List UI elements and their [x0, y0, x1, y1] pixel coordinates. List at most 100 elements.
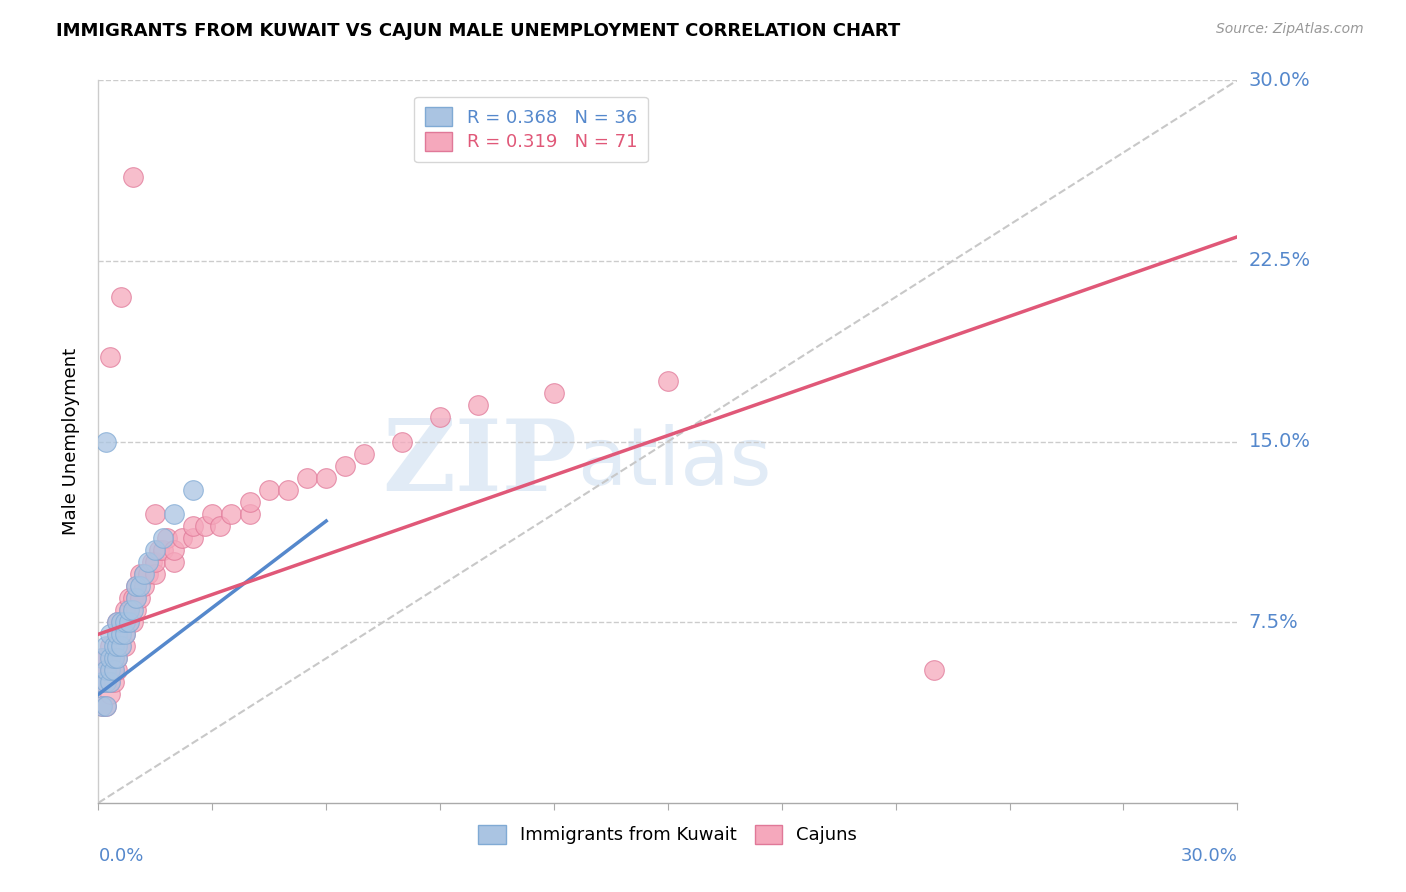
Point: [94, 664, 117, 678]
Text: 0.0%: 0.0%: [98, 847, 143, 865]
Point: [94, 651, 117, 665]
Point: [201, 507, 224, 521]
Text: Source: ZipAtlas.com: Source: ZipAtlas.com: [1216, 22, 1364, 37]
Point: [110, 639, 132, 653]
Point: [103, 651, 125, 665]
Point: [132, 567, 155, 582]
Text: atlas: atlas: [576, 425, 770, 502]
Point: [132, 579, 155, 593]
Point: [125, 591, 148, 605]
Point: [136, 567, 159, 582]
Point: [121, 615, 143, 630]
Text: IMMIGRANTS FROM KUWAIT VS CAJUN MALE UNEMPLOYMENT CORRELATION CHART: IMMIGRANTS FROM KUWAIT VS CAJUN MALE UNE…: [56, 22, 900, 40]
Point: [353, 446, 375, 460]
Point: [94, 699, 117, 714]
Point: [543, 386, 565, 401]
Point: [657, 374, 679, 388]
Point: [148, 542, 170, 557]
Point: [145, 555, 167, 569]
Point: [391, 434, 413, 449]
Point: [107, 639, 129, 653]
Point: [110, 290, 132, 304]
Point: [107, 627, 129, 641]
Point: [183, 518, 205, 533]
Point: [107, 615, 129, 630]
Point: [107, 627, 129, 641]
Point: [121, 591, 143, 605]
Point: [98, 675, 121, 690]
Point: [110, 639, 132, 653]
Point: [110, 615, 132, 630]
Point: [91, 651, 114, 665]
Point: [315, 470, 337, 484]
Point: [107, 664, 129, 678]
Legend: Immigrants from Kuwait, Cajuns: Immigrants from Kuwait, Cajuns: [471, 818, 865, 852]
Point: [98, 651, 121, 665]
Point: [98, 350, 121, 364]
Point: [110, 627, 132, 641]
Point: [125, 591, 148, 605]
Point: [98, 639, 121, 653]
Point: [208, 518, 231, 533]
Point: [98, 664, 121, 678]
Point: [98, 675, 121, 690]
Point: [163, 555, 186, 569]
Point: [922, 664, 945, 678]
Point: [118, 615, 141, 630]
Point: [152, 531, 174, 545]
Point: [107, 651, 129, 665]
Point: [145, 507, 167, 521]
Point: [132, 567, 155, 582]
Point: [98, 687, 121, 701]
Point: [221, 507, 243, 521]
Y-axis label: Male Unemployment: Male Unemployment: [62, 348, 80, 535]
Point: [194, 518, 217, 533]
Point: [125, 579, 148, 593]
Text: ZIP: ZIP: [382, 415, 576, 512]
Point: [103, 675, 125, 690]
Text: 15.0%: 15.0%: [1249, 432, 1310, 451]
Point: [156, 531, 179, 545]
Point: [107, 651, 129, 665]
Point: [239, 507, 262, 521]
Point: [297, 470, 319, 484]
Point: [103, 664, 125, 678]
Point: [98, 627, 121, 641]
Point: [335, 458, 357, 473]
Point: [91, 675, 114, 690]
Point: [118, 603, 141, 617]
Point: [429, 410, 451, 425]
Point: [94, 675, 117, 690]
Point: [129, 591, 152, 605]
Point: [103, 664, 125, 678]
Point: [114, 627, 136, 641]
Text: 22.5%: 22.5%: [1249, 252, 1310, 270]
Point: [129, 579, 152, 593]
Point: [118, 615, 141, 630]
Point: [114, 603, 136, 617]
Point: [152, 542, 174, 557]
Point: [107, 639, 129, 653]
Point: [239, 494, 262, 508]
Point: [91, 699, 114, 714]
Point: [114, 639, 136, 653]
Point: [141, 555, 163, 569]
Point: [107, 615, 129, 630]
Point: [94, 675, 117, 690]
Point: [91, 675, 114, 690]
Point: [136, 555, 159, 569]
Point: [170, 531, 193, 545]
Point: [103, 639, 125, 653]
Point: [114, 627, 136, 641]
Point: [114, 615, 136, 630]
Point: [94, 664, 117, 678]
Point: [145, 567, 167, 582]
Point: [118, 603, 141, 617]
Point: [163, 507, 186, 521]
Point: [145, 542, 167, 557]
Point: [110, 627, 132, 641]
Point: [118, 591, 141, 605]
Point: [183, 483, 205, 497]
Point: [121, 169, 143, 184]
Point: [110, 615, 132, 630]
